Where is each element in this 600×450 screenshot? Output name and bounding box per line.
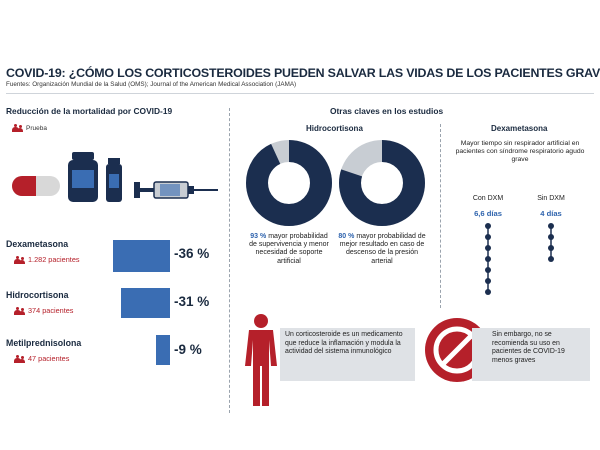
con-dxm-dot — [485, 234, 491, 240]
reduction-value: -36 % — [174, 246, 210, 261]
sin-dxm-dot — [548, 256, 554, 262]
patients-count: 374 pacientes — [14, 306, 73, 315]
header-divider — [6, 93, 594, 94]
legend-label: Prueba — [26, 124, 47, 132]
info-not-recommended: Sin embargo, no se recomienda su uso en … — [472, 328, 590, 381]
legend: Prueba — [12, 124, 47, 132]
dexa-heading: Dexametasona — [491, 124, 548, 133]
sin-dxm-dot — [548, 223, 554, 229]
sources-line: Fuentes: Organización Mundial de la Salu… — [6, 81, 297, 88]
sin-dxm-dot — [548, 234, 554, 240]
reduction-value: -9 % — [174, 342, 202, 357]
con-dxm-label: Con DXM — [472, 195, 504, 202]
page-title: COVID-19: ¿CÓMO LOS CORTICOSTEROIDES PUE… — [6, 66, 600, 80]
donut-caption: 93 % mayor probabilidad de supervivencia… — [246, 233, 332, 266]
hydro-heading: Hidrocortisona — [306, 124, 363, 133]
con-dxm-dot — [485, 245, 491, 251]
sin-dxm-label: Sin DXM — [537, 195, 565, 202]
reduction-bar — [120, 288, 170, 318]
patients-count: 1.282 pacientes — [14, 255, 80, 264]
con-dxm-dot — [485, 256, 491, 262]
donut-caption: 80 % mayor probabilidad de mejor resulta… — [337, 233, 427, 266]
donut-pct: 93 % — [250, 233, 267, 240]
drug-name: Metilprednisolona — [6, 338, 82, 348]
medicine-bottle-icon — [68, 152, 98, 202]
mortality-heading: Reducción de la mortalidad por COVID-19 — [6, 106, 173, 116]
con-dxm-days: 6,6 días — [474, 209, 502, 218]
drug-name: Dexametasona — [6, 239, 69, 249]
donut-pct: 80 % — [338, 233, 355, 240]
person-icon — [14, 306, 25, 315]
panel-divider — [229, 108, 230, 413]
dexa-description: Mayor tiempo sin respirador artificial e… — [455, 140, 585, 164]
other-keys-heading: Otras claves en los estudios — [330, 106, 444, 116]
donut-chart-presion — [339, 140, 425, 226]
info-corticosteroid: Un corticosteroide es un medicamento que… — [280, 328, 415, 381]
reduction-bar — [113, 240, 170, 272]
con-dxm-dot — [485, 223, 491, 229]
reduction-value: -31 % — [174, 294, 210, 309]
con-dxm-dot — [485, 289, 491, 295]
donut-chart-supervivencia — [246, 140, 332, 226]
sin-dxm-days: 4 días — [540, 209, 562, 218]
medicines-illustration — [12, 152, 218, 202]
drug-name: Hidrocortisona — [6, 290, 69, 300]
syringe-icon — [134, 181, 218, 199]
patients-count: 47 pacientes — [14, 354, 69, 363]
con-dxm-dot — [485, 267, 491, 273]
reduction-bar — [155, 335, 170, 365]
body-icon — [245, 314, 277, 406]
person-icon — [14, 255, 25, 264]
section-divider — [440, 124, 441, 308]
days-dot-chart — [485, 223, 554, 295]
person-icon — [12, 124, 23, 132]
donut-description: mayor probabilidad de mejor resultado en… — [339, 233, 426, 265]
donut-description: mayor probabilidad de supervivencia y me… — [249, 233, 329, 265]
person-icon — [14, 354, 25, 363]
con-dxm-dot — [485, 278, 491, 284]
sin-dxm-dot — [548, 245, 554, 251]
pill-icon — [12, 176, 60, 196]
vial-icon — [106, 158, 122, 202]
